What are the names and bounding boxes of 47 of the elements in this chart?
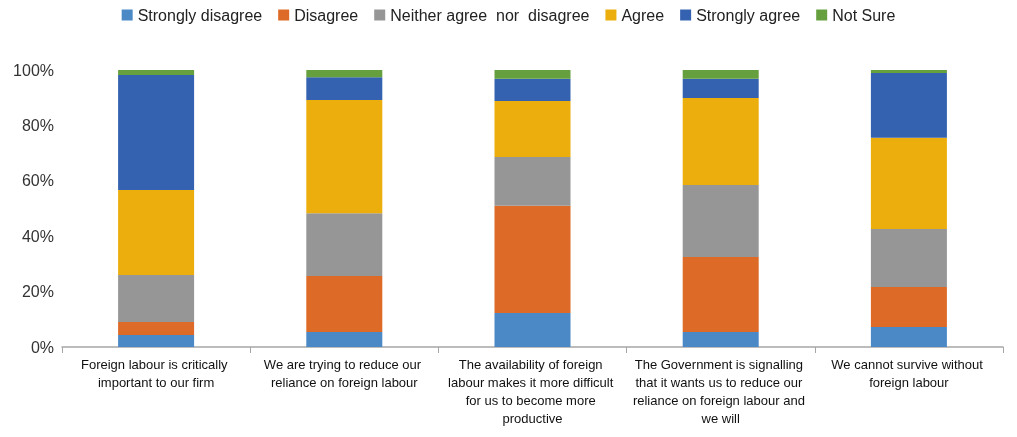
x-tick-label: Foreign labour is critically important to our firm bbox=[80, 356, 232, 390]
legend-label: Neither agree nor disagree bbox=[390, 6, 590, 24]
x-tick-label: The availability of foreign labour makes it more difficult for us to become more productive bbox=[448, 356, 617, 426]
bar bbox=[870, 137, 947, 229]
bar bbox=[306, 70, 383, 78]
bar bbox=[870, 73, 947, 138]
bar bbox=[494, 101, 571, 157]
x-tick-label: The Government is signalling that it wants us to reduce our reliance on foreign labour and we will bbox=[632, 356, 809, 426]
bar bbox=[682, 97, 759, 185]
bar bbox=[306, 99, 383, 214]
bar bbox=[494, 78, 571, 102]
bar bbox=[682, 256, 759, 333]
bar bbox=[118, 74, 195, 190]
bar bbox=[118, 335, 195, 347]
bar bbox=[306, 332, 383, 347]
bar bbox=[494, 312, 571, 347]
legend-label: Strongly agree bbox=[696, 6, 801, 24]
legend-label: Disagree bbox=[294, 6, 359, 24]
bar bbox=[494, 70, 571, 79]
bar bbox=[682, 332, 759, 347]
bar bbox=[306, 213, 383, 277]
bar bbox=[306, 77, 383, 100]
x-tick-label: We cannot survive without foreign labour bbox=[831, 356, 987, 390]
bar bbox=[118, 70, 195, 75]
y-tick-label: 60% bbox=[21, 172, 54, 190]
y-tick-label: 0% bbox=[30, 338, 54, 356]
y-tick-label: 100% bbox=[13, 61, 54, 79]
bar bbox=[118, 189, 195, 275]
bar bbox=[870, 229, 947, 287]
y-tick-label: 20% bbox=[21, 283, 54, 301]
x-tick-label: We are trying to reduce our reliance on foreign labour bbox=[263, 356, 425, 390]
bar bbox=[682, 70, 759, 79]
bar bbox=[494, 156, 571, 206]
bar bbox=[682, 184, 759, 257]
bar bbox=[870, 286, 947, 328]
bar bbox=[306, 276, 383, 333]
y-tick-label: 80% bbox=[21, 116, 54, 134]
bar bbox=[870, 70, 947, 74]
bar bbox=[118, 274, 195, 323]
y-tick-label: 40% bbox=[21, 227, 54, 245]
bar bbox=[118, 322, 195, 336]
legend-label: Not Sure bbox=[832, 6, 896, 24]
bar bbox=[682, 78, 759, 98]
bar bbox=[870, 327, 947, 347]
legend-label: Agree bbox=[621, 6, 665, 24]
legend-label: Strongly disagree bbox=[137, 6, 263, 24]
bar bbox=[494, 205, 571, 313]
